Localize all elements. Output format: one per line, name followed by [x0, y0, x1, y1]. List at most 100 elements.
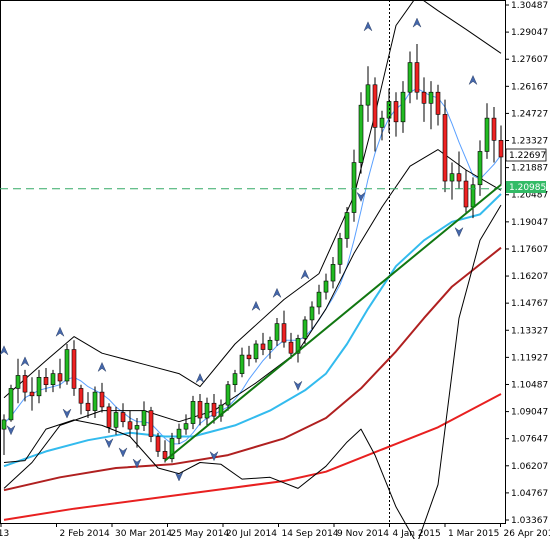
y-tick-label: 1.23327	[511, 137, 548, 147]
y-tick-label: 1.09047	[511, 408, 548, 418]
candle-body	[191, 401, 195, 423]
candle-body	[121, 412, 125, 421]
candle-body	[240, 355, 244, 374]
candle-body	[156, 437, 160, 452]
candle-body	[198, 401, 202, 418]
candle-body	[9, 388, 13, 419]
candle-body	[226, 385, 230, 405]
x-tick-label: 14 Sep 2014	[282, 529, 339, 539]
candle-body	[86, 403, 90, 410]
y-tick-label: 1.04767	[511, 489, 548, 499]
candle-body	[443, 114, 447, 181]
candle-body	[16, 375, 20, 388]
candle-body	[471, 185, 475, 207]
candle-body	[128, 422, 132, 429]
candle-body	[499, 140, 503, 157]
candle	[9, 385, 13, 422]
candle-body	[44, 377, 48, 384]
candle-body	[317, 292, 321, 307]
candle	[65, 344, 69, 385]
candle-body	[163, 451, 167, 458]
y-tick-label: 1.06207	[511, 462, 548, 472]
x-tick-label: 4 Jan 2015	[393, 529, 441, 539]
candle-body	[338, 238, 342, 264]
x-tick-label: 25 May 2014	[171, 529, 230, 539]
current-price-label: 1.22697	[509, 151, 546, 161]
y-tick-label: 1.27607	[511, 55, 548, 65]
candle-body	[324, 281, 328, 292]
candle-body	[100, 392, 104, 407]
candle-body	[149, 411, 153, 437]
candle-body	[422, 92, 426, 103]
y-tick-label: 1.11927	[511, 353, 548, 363]
y-tick-label: 1.19047	[511, 218, 548, 228]
x-tick-label: 26 Apr 2015	[504, 529, 550, 539]
candle-body	[310, 307, 314, 320]
candle-body	[415, 63, 419, 93]
candle-body	[37, 377, 41, 396]
y-tick-label: 1.30487	[511, 1, 548, 11]
candle-body	[289, 342, 293, 353]
candle-body	[450, 174, 454, 181]
y-tick-label: 1.21887	[511, 164, 548, 174]
y-tick-label: 1.26167	[511, 82, 548, 92]
candle-body	[184, 424, 188, 430]
candle-body	[373, 85, 377, 128]
level-price-label: 1.20985	[509, 183, 546, 193]
candle-body	[366, 85, 370, 105]
candle-body	[212, 403, 216, 416]
candle-body	[352, 163, 356, 213]
x-tick-label: 20 Jul 2014	[226, 529, 277, 539]
y-tick-label: 1.03367	[511, 516, 548, 526]
candle-body	[233, 374, 237, 385]
candle-body	[65, 350, 69, 381]
candle-body	[275, 324, 279, 341]
candle-body	[282, 324, 286, 343]
candle-body	[303, 320, 307, 339]
x-tick-label: 1 Mar 2015	[448, 529, 499, 539]
candle-body	[331, 264, 335, 281]
candle-body	[464, 181, 468, 207]
candle-body	[51, 374, 55, 385]
x-tick-label: 30 Mar 2014	[115, 529, 172, 539]
candle-body	[436, 92, 440, 114]
candle-body	[429, 92, 433, 103]
candle-body	[30, 392, 34, 396]
candle-body	[23, 375, 27, 392]
candle-body	[107, 407, 111, 427]
candle-body	[401, 92, 405, 122]
candle-body	[261, 344, 265, 350]
candle-body	[93, 392, 97, 411]
candle-body	[394, 101, 398, 121]
candle-body	[2, 420, 6, 429]
x-tick-label: 2 Feb 2014	[60, 529, 111, 539]
candle-body	[408, 63, 412, 93]
candle-body	[79, 388, 83, 403]
candle-body	[247, 355, 251, 359]
x-tick-label: 013	[0, 529, 9, 539]
candle-body	[478, 151, 482, 184]
candle-body	[114, 412, 118, 427]
candle-body	[268, 340, 272, 349]
candle-body	[485, 118, 489, 151]
candle	[149, 407, 153, 442]
y-tick-label: 1.14767	[511, 299, 548, 309]
candle-body	[72, 350, 76, 389]
y-tick-label: 1.07647	[511, 435, 548, 445]
y-tick-label: 1.16207	[511, 272, 548, 282]
candle-body	[345, 213, 349, 239]
candle-body	[142, 411, 146, 426]
candle-body	[177, 429, 181, 438]
y-tick-label: 1.13327	[511, 326, 548, 336]
y-tick-label: 1.24727	[511, 109, 548, 119]
candle-body	[135, 425, 139, 429]
current-price-tag: 1.22697	[506, 149, 546, 161]
candle-body	[359, 105, 363, 162]
y-tick-label: 1.10487	[511, 380, 548, 390]
level-price-tag: 1.20985	[506, 181, 546, 193]
candle-body	[205, 403, 209, 418]
candle-body	[492, 118, 496, 140]
candle-body	[457, 174, 461, 181]
